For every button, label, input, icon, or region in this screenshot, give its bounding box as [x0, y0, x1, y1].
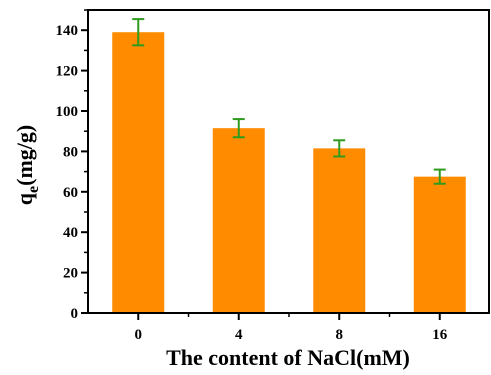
x-tick-label: 8: [336, 327, 344, 343]
y-axis-title-unit: (mg/g): [12, 125, 37, 186]
y-ticks: 0 20 40 60 80 100 120 140: [56, 9, 88, 322]
y-tick-label: 80: [63, 144, 78, 160]
y-tick-label: 100: [56, 104, 79, 120]
bar: [212, 128, 265, 313]
bar: [112, 32, 165, 313]
bar: [413, 176, 466, 313]
x-tick-label: 0: [135, 327, 143, 343]
y-tick-label: 0: [71, 306, 79, 322]
y-axis-title-sub: e: [25, 186, 42, 193]
x-tick-label: 16: [432, 327, 448, 343]
y-tick-label: 140: [56, 23, 79, 39]
y-tick-label: 60: [63, 185, 78, 201]
y-axis-title: qe(mg/g): [12, 125, 42, 205]
bar: [313, 148, 366, 313]
x-axis-title: The content of NaCl(mM): [166, 345, 410, 370]
x-ticks: 0 4 8 16: [135, 313, 448, 343]
bars: [112, 32, 466, 313]
y-axis-title-main: q: [12, 192, 37, 205]
y-tick-label: 40: [63, 225, 78, 241]
y-tick-label: 20: [63, 266, 78, 282]
y-tick-label: 120: [56, 64, 79, 80]
x-tick-label: 4: [235, 327, 243, 343]
error-bars: [132, 18, 446, 185]
